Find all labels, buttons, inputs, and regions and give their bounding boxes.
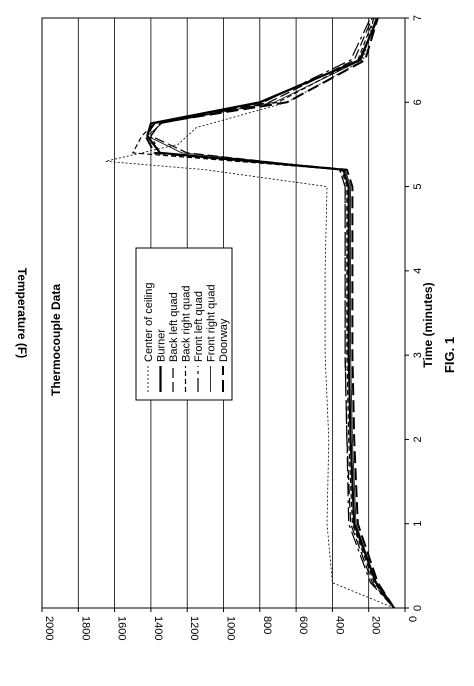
y-tick-label: 400 — [333, 616, 345, 634]
x-axis-label: Time (minutes) — [421, 282, 435, 367]
legend-label: Burner — [156, 329, 168, 362]
x-tick-label: 1 — [412, 521, 424, 527]
plot-area: Center of ceiling Burner Back left quad Bac… — [41, 17, 406, 609]
legend-label: Back right quad — [181, 286, 193, 362]
y-tick-label: 600 — [297, 616, 309, 634]
y-tick-label: 0 — [406, 616, 418, 622]
legend-label: Doorway — [218, 318, 230, 362]
series-line-5 — [150, 17, 395, 609]
figure-label: FIG. 1 — [442, 337, 457, 373]
series-line-6 — [146, 17, 395, 609]
series-line-2 — [146, 17, 395, 609]
y-tick-label: 2000 — [43, 616, 55, 640]
y-tick-label: 800 — [261, 616, 273, 634]
x-tick-label: 3 — [412, 352, 424, 358]
y-tick-labels: 0 200 400 600 800 1000 1200 1400 1600 1800 2000 — [41, 608, 418, 640]
x-tick-label: 5 — [412, 184, 424, 190]
y-tick-label: 1600 — [116, 616, 128, 640]
series-line-7 — [144, 17, 395, 609]
y-axis-label: Temperature (F) — [15, 268, 29, 358]
x-tick-label: 4 — [412, 268, 424, 274]
y-tick-label: 200 — [370, 616, 382, 634]
x-tick-labels: 0 1 2 3 4 5 6 7 — [405, 15, 424, 611]
legend-label: Center of ceiling — [143, 283, 155, 363]
x-tick-label: 6 — [412, 99, 424, 105]
chart-title: Thermocouple Data — [49, 284, 63, 396]
y-tick-label: 1800 — [79, 616, 91, 640]
series-lines — [105, 17, 395, 609]
grid-lines — [77, 18, 370, 608]
legend-label: Front right quad — [206, 284, 218, 362]
legend: Center of ceiling Burner Back left quad Bac… — [135, 247, 233, 401]
legend-label: Front left quad — [193, 291, 205, 362]
x-tick-label: 7 — [412, 15, 424, 21]
x-tick-label: 0 — [412, 605, 424, 611]
y-tick-label: 1400 — [152, 616, 164, 640]
series-line-1 — [105, 17, 395, 609]
y-tick-label: 1000 — [225, 616, 237, 640]
y-tick-label: 1200 — [188, 616, 200, 640]
legend-box — [135, 247, 233, 401]
legend-label: Back left quad — [168, 292, 180, 362]
x-tick-label: 2 — [412, 436, 424, 442]
